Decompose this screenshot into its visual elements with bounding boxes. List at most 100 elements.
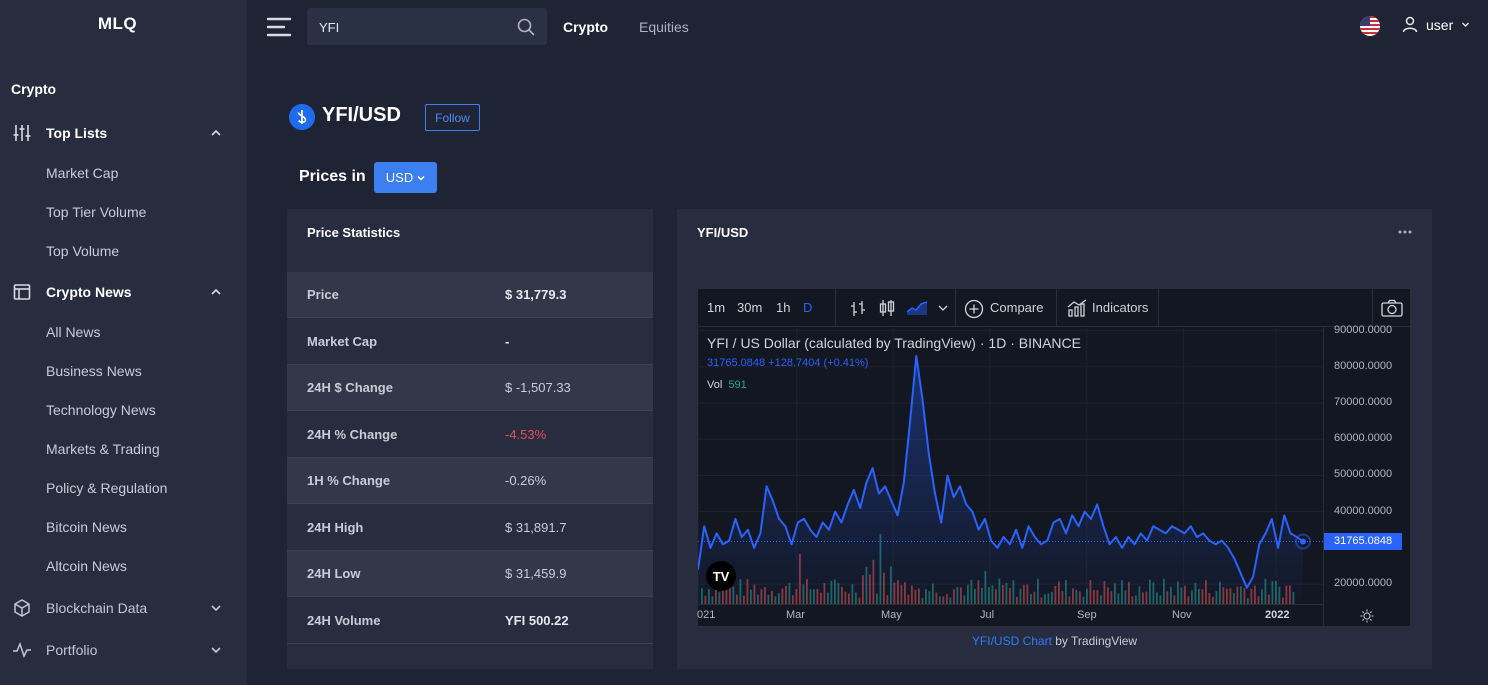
price-chart[interactable] xyxy=(698,327,1323,604)
sidebar-group-crypto-news[interactable]: Crypto News xyxy=(0,279,247,305)
time-tick-label: 2022 xyxy=(1265,609,1290,621)
interval-d-button[interactable]: D xyxy=(803,300,813,315)
interval-1h-button[interactable]: 1h xyxy=(776,300,791,315)
sidebar: MLQ Crypto Top Lists Market Cap Top Tier… xyxy=(0,0,247,685)
last-point xyxy=(1300,538,1306,545)
stat-value: $ 31,891.7 xyxy=(505,519,567,535)
chevron-down-icon[interactable] xyxy=(938,304,948,312)
search-input[interactable] xyxy=(319,17,509,37)
sidebar-item-top-tier-volume[interactable]: Top Tier Volume xyxy=(46,204,147,220)
sidebar-group-label: Portfolio xyxy=(46,642,98,658)
nav-crypto[interactable]: Crypto xyxy=(563,19,609,35)
currency-value: USD xyxy=(385,170,414,185)
sidebar-item-business-news[interactable]: Business News xyxy=(46,363,142,379)
stat-row: 24H Volume YFI 500.22 xyxy=(287,598,653,644)
chevron-down-icon[interactable] xyxy=(1461,20,1470,29)
price-axis[interactable]: 90000.0000 80000.0000 70000.0000 60000.0000… xyxy=(1323,323,1410,626)
price-tick-label: 60000.0000 xyxy=(1334,432,1393,445)
interval-1m-button[interactable]: 1m xyxy=(707,300,726,315)
sidebar-group-portfolio[interactable]: Portfolio xyxy=(0,637,247,663)
stat-row: Market Cap - xyxy=(287,319,653,365)
candles-icon[interactable] xyxy=(879,299,895,317)
area-chart-icon[interactable] xyxy=(906,300,928,316)
page-title: YFI/USD xyxy=(322,104,401,126)
chevron-down-icon xyxy=(417,175,425,181)
stat-value: $ -1,507.33 xyxy=(505,380,571,395)
price-tick-label: 70000.0000 xyxy=(1334,396,1393,409)
time-axis[interactable]: 021 Mar May Jul Sep Nov 2022 xyxy=(697,604,1374,626)
time-tick-label: 021 xyxy=(697,609,716,621)
indicators-icon[interactable] xyxy=(1067,299,1087,317)
sidebar-group-label: Blockchain Data xyxy=(46,600,148,616)
us-flag-icon[interactable] xyxy=(1360,16,1380,36)
currency-select[interactable]: USD xyxy=(374,162,437,193)
interval-30m-button[interactable]: 30m xyxy=(737,300,763,315)
stat-label: 24H Low xyxy=(307,566,361,581)
sidebar-item-altcoin-news[interactable]: Altcoin News xyxy=(46,558,127,574)
app-logo[interactable]: MLQ xyxy=(97,14,138,33)
chevron-up-icon[interactable] xyxy=(209,285,223,299)
chevron-down-icon[interactable] xyxy=(209,643,223,657)
time-tick-label: Mar xyxy=(786,609,805,621)
sidebar-group-blockchain-data[interactable]: Blockchain Data xyxy=(0,595,247,621)
bar-chart-icon[interactable] xyxy=(850,300,866,318)
stat-value: -4.53% xyxy=(505,426,547,442)
chart-card: YFI/USD 1m 30m 1h D xyxy=(677,209,1432,669)
chart-credit-link[interactable]: YFI/USD Chart xyxy=(971,634,1052,648)
prices-in-label: Prices in xyxy=(299,168,366,185)
follow-button[interactable]: Follow xyxy=(425,104,480,131)
price-line xyxy=(698,355,1304,589)
sidebar-item-bitcoin-news[interactable]: Bitcoin News xyxy=(46,519,127,535)
yfi-logo-icon xyxy=(289,104,315,130)
chart-credit: YFI/USD Chart by TradingView xyxy=(677,634,1432,648)
sidebar-item-policy-regulation[interactable]: Policy & Regulation xyxy=(46,480,168,496)
compare-button[interactable]: Compare xyxy=(990,300,1044,315)
price-tick-label: 80000.0000 xyxy=(1334,359,1393,372)
tradingview-logo-icon[interactable]: TV xyxy=(706,561,736,591)
stat-value: -0.26% xyxy=(505,473,547,488)
sidebar-item-markets-trading[interactable]: Markets & Trading xyxy=(46,441,160,457)
stat-label: Market Cap xyxy=(307,333,378,349)
tradingview-widget[interactable]: 1m 30m 1h D Compare xyxy=(697,288,1411,627)
more-options-icon[interactable] xyxy=(1397,227,1413,237)
search-icon[interactable] xyxy=(517,18,535,36)
stat-row: Price $ 31,779.3 xyxy=(287,272,653,318)
sidebar-item-technology-news[interactable]: Technology News xyxy=(46,402,156,418)
card-title: Price Statistics xyxy=(307,225,401,240)
time-tick-label: Jul xyxy=(980,609,995,621)
cube-icon xyxy=(14,599,30,617)
stat-row: 24H High $ 31,891.7 xyxy=(287,505,653,551)
compare-icon[interactable] xyxy=(964,299,984,319)
settings-icon[interactable] xyxy=(1360,609,1374,623)
sidebar-group-top-lists[interactable]: Top Lists xyxy=(0,120,247,146)
user-icon[interactable] xyxy=(1401,15,1419,33)
sidebar-item-market-cap[interactable]: Market Cap xyxy=(46,165,119,181)
chart-legend-title: YFI / US Dollar (calculated by TradingVi… xyxy=(707,335,1081,351)
chart-legend-values: 31765.0848 +128.7404 (+0.41%) xyxy=(707,357,869,369)
stat-row: 24H % Change -4.53% xyxy=(287,412,653,458)
chevron-up-icon[interactable] xyxy=(209,126,223,140)
price-area xyxy=(698,356,1303,604)
price-tick-label: 20000.0000 xyxy=(1334,577,1393,590)
stat-label: 1H % Change xyxy=(307,473,391,488)
indicators-button[interactable]: Indicators xyxy=(1092,300,1149,315)
pulse-icon xyxy=(13,641,31,658)
news-icon xyxy=(13,284,31,300)
camera-icon[interactable] xyxy=(1381,299,1403,317)
stat-label: 24H % Change xyxy=(307,426,398,442)
chart-toolbar: 1m 30m 1h D Compare xyxy=(698,289,1410,327)
sidebar-section-title: Crypto xyxy=(11,81,57,97)
user-menu-label[interactable]: user xyxy=(1426,17,1454,33)
sidebar-item-top-volume[interactable]: Top Volume xyxy=(46,243,120,259)
sliders-icon xyxy=(13,125,31,141)
sidebar-item-all-news[interactable]: All News xyxy=(46,324,101,340)
nav-equities[interactable]: Equities xyxy=(639,19,689,35)
stat-row: 1H % Change -0.26% xyxy=(287,458,653,504)
time-tick-label: Sep xyxy=(1077,609,1097,621)
stat-value: $ 31,459.9 xyxy=(505,566,567,581)
sidebar-group-label: Crypto News xyxy=(46,284,132,300)
stat-row: 24H Low $ 31,459.9 xyxy=(287,551,653,597)
price-tick-label: 90000.0000 xyxy=(1334,323,1393,336)
menu-icon[interactable] xyxy=(266,16,292,38)
chevron-down-icon[interactable] xyxy=(209,601,223,615)
